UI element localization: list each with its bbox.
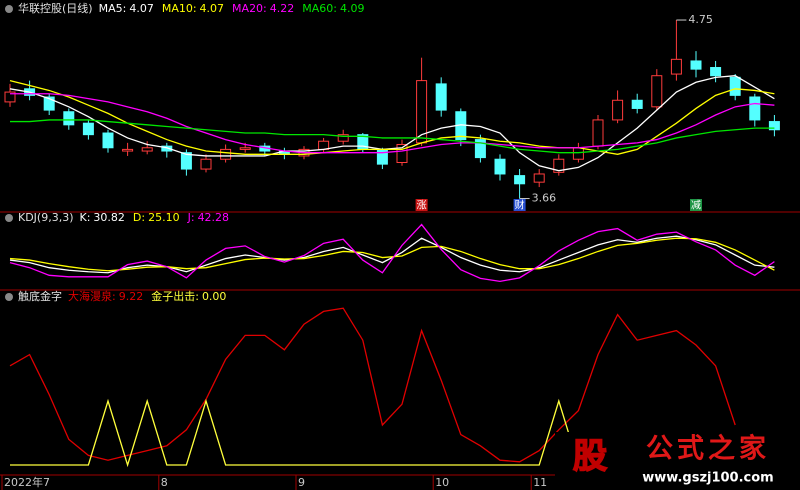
candle-body xyxy=(690,60,702,70)
candle-body xyxy=(43,96,55,111)
x-tick-label: 2022年7 xyxy=(4,475,50,489)
series-line xyxy=(9,79,775,155)
candle-body xyxy=(768,121,780,131)
legend-icon xyxy=(5,214,13,222)
candle-body xyxy=(474,139,486,159)
series-line xyxy=(9,223,775,283)
candle-body xyxy=(82,122,94,136)
watermark: 股 公式之家 www.gszj100.com xyxy=(555,432,800,490)
high-label: 4.75 xyxy=(688,13,713,26)
candle-body xyxy=(63,111,75,126)
candle-body xyxy=(729,76,741,96)
candle-body xyxy=(435,83,447,111)
legend-name: K: xyxy=(80,211,91,224)
candle-body xyxy=(200,158,212,170)
candle-body xyxy=(533,173,545,183)
series-line xyxy=(9,75,775,172)
x-tick-label: 11 xyxy=(533,476,547,489)
legend-icon xyxy=(5,5,13,13)
legend-name: MA60: xyxy=(302,2,337,15)
x-tick-label: 8 xyxy=(161,476,168,489)
legend-value: 30.82 xyxy=(93,211,125,224)
candle-body xyxy=(494,158,506,175)
legend-name: 大海漫泉: xyxy=(68,289,116,303)
candle-body xyxy=(612,99,624,121)
legend-name: MA10: xyxy=(162,2,197,15)
candle-body xyxy=(592,119,604,147)
low-label: 3.66 xyxy=(532,192,557,205)
candle-body xyxy=(122,148,134,152)
candle-body xyxy=(337,134,349,142)
x-tick-label: 10 xyxy=(435,476,449,489)
signal-box xyxy=(415,199,428,211)
candle-body xyxy=(670,58,682,75)
candle-body xyxy=(749,96,761,121)
legend-name: D: xyxy=(133,211,145,224)
watermark-url: www.gszj100.com xyxy=(642,471,773,486)
series-line xyxy=(9,237,775,272)
legend-name: MA5: xyxy=(99,2,127,15)
candle-body xyxy=(572,147,584,160)
legend-name: 金子出击: xyxy=(151,289,199,303)
candle-body xyxy=(376,148,388,165)
panel-title: 华联控股(日线) xyxy=(18,1,93,15)
candle-body xyxy=(651,75,663,108)
candle-body xyxy=(141,147,153,152)
legend-value: 9.22 xyxy=(119,290,144,303)
candle-body xyxy=(161,145,173,152)
candle-body xyxy=(102,132,114,149)
signal-box xyxy=(513,199,526,211)
legend-value: 0.00 xyxy=(202,290,227,303)
legend-name: MA20: xyxy=(232,2,267,15)
legend-value: 4.07 xyxy=(200,2,225,15)
panel-title: 触底金字 xyxy=(18,289,62,303)
candle-body xyxy=(4,91,16,103)
signal-box xyxy=(690,199,702,211)
signal-label: 涨 xyxy=(417,200,427,212)
plot-area: 4.753.66涨财减华联控股(日线) MA5: 4.07 MA10: 4.07 MA20… xyxy=(1,1,780,490)
candle-body xyxy=(396,143,408,164)
legend-value: 25.10 xyxy=(148,211,180,224)
candle-body xyxy=(710,67,722,77)
candle-body xyxy=(631,99,643,109)
legend-value: 4.09 xyxy=(340,2,365,15)
candle-body xyxy=(220,148,232,160)
legend-value: 42.28 xyxy=(198,211,230,224)
signal-label: 财 xyxy=(515,199,525,212)
watermark-logo: 股 xyxy=(573,437,607,477)
x-tick-label: 9 xyxy=(298,476,305,489)
watermark-bg xyxy=(555,432,800,490)
legend-value: 4.22 xyxy=(270,2,295,15)
series-line xyxy=(9,235,775,274)
legend-value: 4.07 xyxy=(129,2,154,15)
series-line xyxy=(10,93,775,154)
legend-icon xyxy=(5,293,13,301)
watermark-text: 公式之家 xyxy=(646,433,770,465)
candle-body xyxy=(514,175,526,185)
candle-body xyxy=(239,147,251,150)
candle-body xyxy=(180,152,192,170)
legend-name: J: xyxy=(187,211,195,224)
signal-label: 减 xyxy=(691,200,701,212)
panel-title: KDJ(9,3,3) xyxy=(18,211,74,224)
series-line xyxy=(10,119,775,154)
candle-body xyxy=(553,158,565,173)
